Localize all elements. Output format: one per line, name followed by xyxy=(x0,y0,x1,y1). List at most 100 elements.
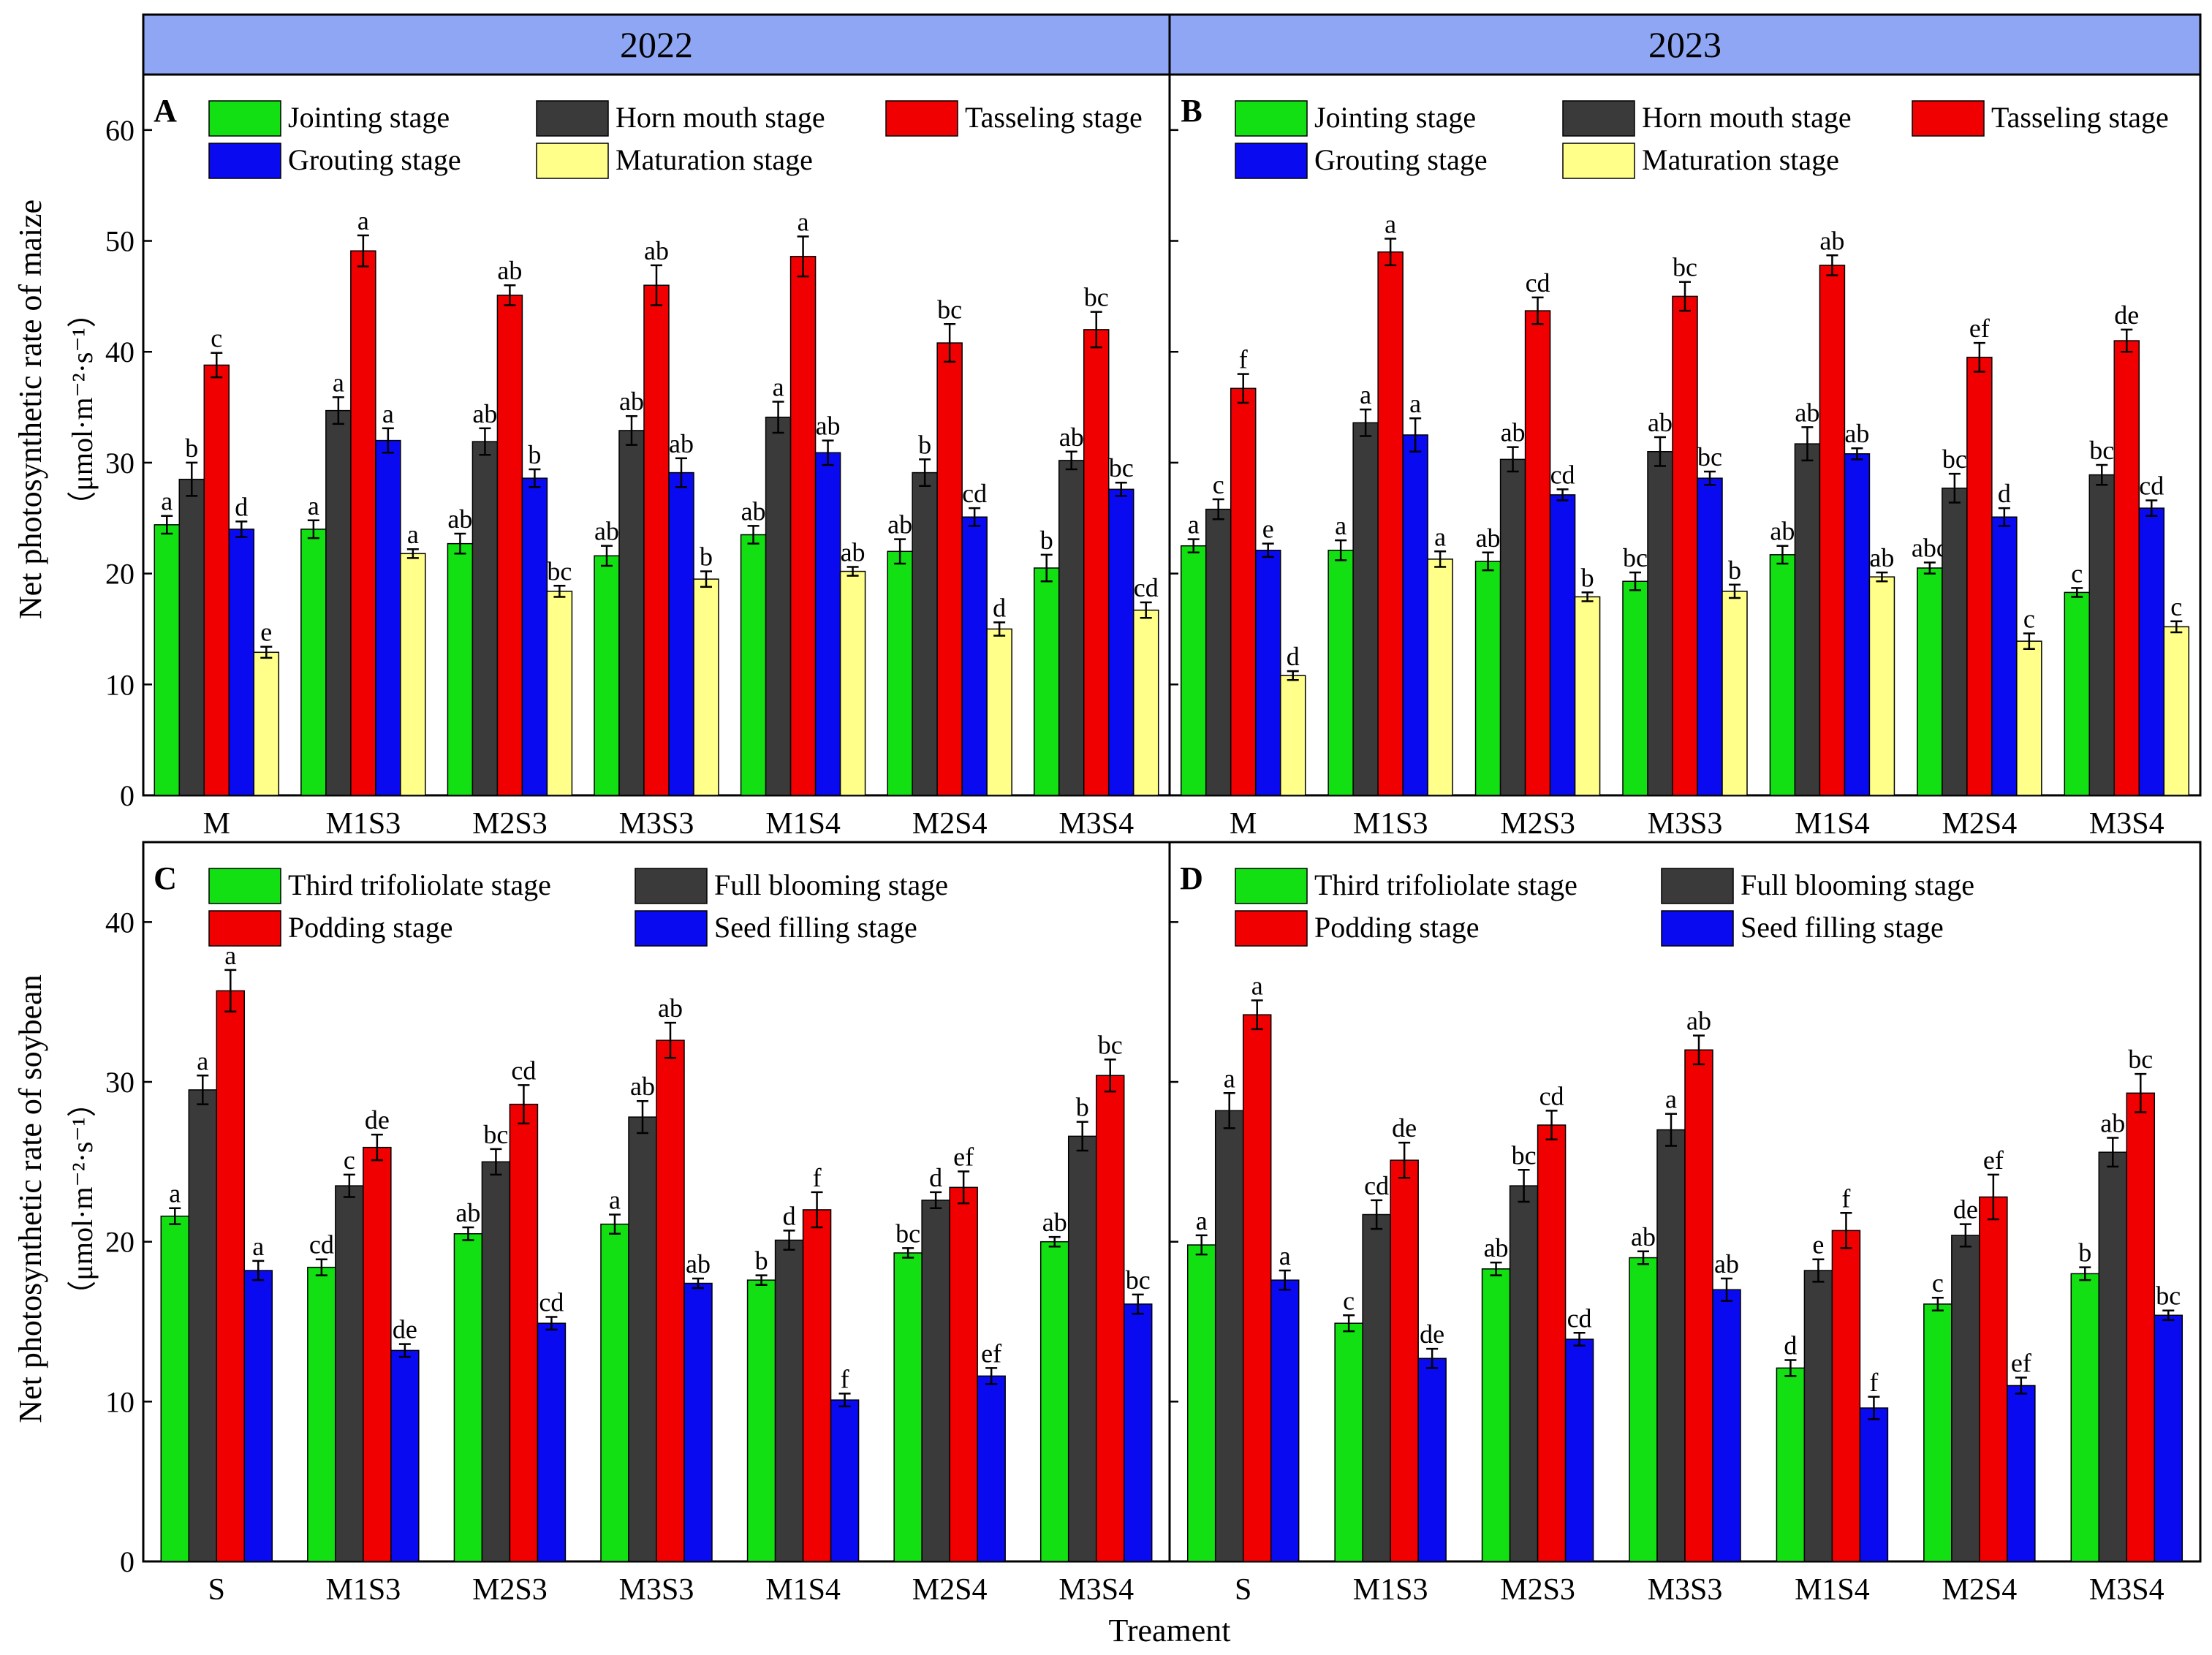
bar xyxy=(887,550,913,796)
significance-letter: cd xyxy=(511,1056,536,1085)
bar xyxy=(1803,1270,1833,1562)
y-tick-label: 10 xyxy=(105,1385,135,1418)
bar xyxy=(1214,1110,1244,1562)
bar xyxy=(936,342,963,796)
bar xyxy=(1537,1124,1567,1562)
y-tick-label: 20 xyxy=(105,1226,135,1259)
bar xyxy=(390,1349,420,1562)
year-label-2022: 2022 xyxy=(620,24,693,65)
panel-a: 0 10 20 30 40 50 60 A Jointing stage Horn mouth s… xyxy=(105,73,1171,841)
significance-letter: a xyxy=(197,1046,208,1075)
significance-letter: ef xyxy=(981,1338,1001,1368)
panels: 0 10 20 30 40 50 60 A Jointing stage Horn mouth s… xyxy=(105,73,2202,1607)
legend-swatch xyxy=(885,100,958,137)
legend-swatch xyxy=(1661,868,1734,904)
significance-letter: a xyxy=(609,1185,621,1214)
bar xyxy=(986,628,1012,796)
significance-letter: ab xyxy=(816,412,841,441)
bar xyxy=(2088,474,2116,796)
bar xyxy=(300,529,327,796)
significance-letter: e xyxy=(260,618,272,647)
significance-letter: ab xyxy=(594,517,619,546)
significance-letter: ab xyxy=(887,510,912,539)
y-tick-label: 20 xyxy=(105,558,135,591)
bar xyxy=(893,1252,923,1562)
legend-label: Horn mouth stage xyxy=(616,101,825,134)
bar xyxy=(1622,580,1648,796)
legend-label: Seed filling stage xyxy=(1741,911,1944,944)
bar xyxy=(253,651,280,796)
significance-letter: c xyxy=(2071,558,2083,588)
bar xyxy=(363,1146,392,1562)
bar xyxy=(188,1089,218,1562)
legend-swatch xyxy=(536,143,609,179)
bar xyxy=(1230,387,1257,796)
significance-letter: ab xyxy=(619,387,644,416)
bar xyxy=(1058,460,1085,796)
bar xyxy=(481,1161,511,1562)
bar xyxy=(1033,567,1060,796)
bar xyxy=(1524,310,1551,796)
bar xyxy=(1917,567,1943,796)
soybean-ylabel: Net photosynthetic rate of soybean xyxy=(12,974,48,1423)
significance-letter: c xyxy=(2023,605,2035,634)
significance-letter: a xyxy=(1665,1085,1677,1114)
bar xyxy=(243,1270,273,1562)
legend-label: Grouting stage xyxy=(288,143,461,176)
significance-letter: a xyxy=(1434,522,1446,551)
x-axis-title: Treament xyxy=(1108,1613,1230,1648)
bar xyxy=(2126,1092,2156,1562)
bar xyxy=(1427,558,1453,796)
significance-letter: d xyxy=(929,1163,942,1192)
bar xyxy=(1697,477,1723,796)
significance-letter: cd xyxy=(309,1230,334,1260)
x-tick-label: M2S3 xyxy=(472,1573,548,1607)
significance-letter: a xyxy=(1196,1206,1208,1235)
significance-letter: bc xyxy=(547,556,572,586)
x-tick-label: M1S4 xyxy=(765,807,841,841)
bar xyxy=(668,471,694,796)
significance-letter: ef xyxy=(1983,1145,2004,1175)
significance-letter: a xyxy=(1279,1241,1291,1270)
panel-letter: C xyxy=(154,860,177,896)
bar xyxy=(1254,550,1281,796)
panel-letter: D xyxy=(1180,860,1203,896)
significance-letter: a xyxy=(1188,510,1200,539)
significance-letter: de xyxy=(1392,1113,1417,1143)
x-tick-label: M1S4 xyxy=(765,1573,841,1607)
bar xyxy=(1647,451,1673,796)
bar xyxy=(628,1116,657,1562)
significance-letter: a xyxy=(161,487,173,516)
significance-letter: bc xyxy=(895,1219,920,1248)
significance-letter: bc xyxy=(2128,1045,2153,1074)
bar xyxy=(1481,1268,1511,1562)
significance-letter: e xyxy=(1262,515,1274,544)
significance-letter: b xyxy=(755,1246,768,1276)
bar xyxy=(1499,458,1526,796)
significance-letter: ab xyxy=(644,236,669,265)
legend-label: Full blooming stage xyxy=(714,868,948,901)
bar xyxy=(335,1185,364,1562)
significance-letter: ab xyxy=(1059,423,1084,452)
significance-letter: a xyxy=(357,206,369,235)
bar xyxy=(683,1282,713,1562)
y-tick-label: 0 xyxy=(120,779,135,812)
x-tick-label: M1S4 xyxy=(1795,1573,1870,1607)
bar xyxy=(839,570,866,796)
legend-swatch xyxy=(635,868,708,904)
y-tick-label: 0 xyxy=(120,1545,135,1578)
legend-swatch xyxy=(1235,100,1308,137)
significance-letter: a xyxy=(382,399,394,428)
significance-letter: cd xyxy=(539,1287,564,1317)
bar xyxy=(1377,251,1404,796)
legend-label: Third trifoliolate stage xyxy=(1314,868,1577,901)
significance-letter: c xyxy=(211,324,222,353)
bar xyxy=(1942,488,1968,796)
significance-letter: bc xyxy=(483,1120,508,1149)
x-tick-label: M3S3 xyxy=(619,1573,694,1607)
bar xyxy=(471,441,499,796)
y-tick-label: 60 xyxy=(105,114,135,147)
bar xyxy=(2064,591,2091,796)
bar xyxy=(746,1279,776,1562)
bar xyxy=(1844,453,1871,796)
